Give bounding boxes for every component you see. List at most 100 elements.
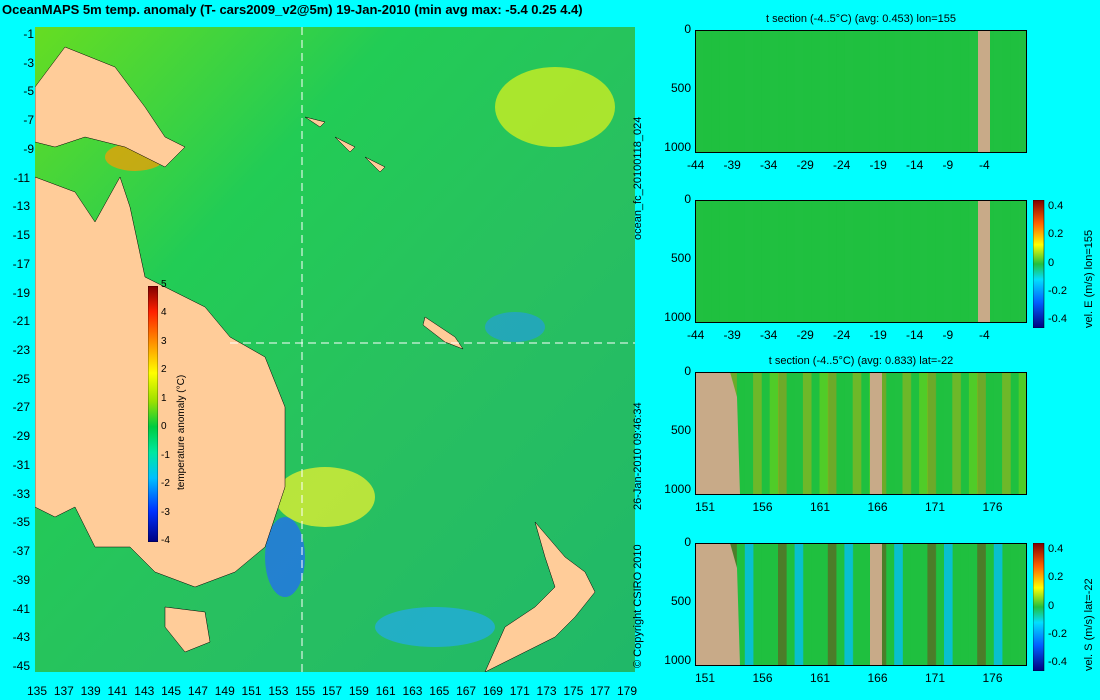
section-stripe: [993, 200, 1003, 323]
section-panel-plot[interactable]: [695, 30, 1027, 153]
land-mask-coast: [695, 543, 740, 666]
panel-x-tick: -14: [906, 328, 924, 342]
section-stripe: [1018, 200, 1027, 323]
land-mask-coast: [695, 372, 740, 495]
panel-border: [695, 200, 1027, 323]
section-stripe: [794, 543, 804, 666]
section-stripe: [728, 200, 737, 323]
velocity-colorbar: [1033, 543, 1045, 671]
section-stripe: [819, 30, 829, 153]
section-stripe: [852, 200, 862, 323]
section-stripe: [985, 372, 995, 495]
panel-x-tick: 151: [695, 671, 716, 685]
section-stripe: [1002, 543, 1011, 666]
section-stripe: [836, 30, 845, 153]
map-colorbar-tick: 2: [161, 364, 167, 376]
section-stripe: [753, 200, 762, 323]
section-stripe: [968, 372, 978, 495]
temperature-map[interactable]: [35, 27, 635, 672]
section-stripe: [952, 543, 962, 666]
panel-x-tick: 166: [867, 671, 888, 685]
section-stripe: [827, 543, 837, 666]
page-title: OceanMAPS 5m temp. anomaly (T- cars2009_…: [2, 2, 583, 17]
panel-x-tick: 161: [810, 671, 831, 685]
section-stripe: [861, 30, 870, 153]
section-stripe: [952, 30, 962, 153]
panel-x-tick: -29: [796, 158, 814, 172]
section-stripe: [802, 200, 812, 323]
section-stripe: [993, 30, 1003, 153]
section-stripe: [919, 372, 928, 495]
section-stripe: [753, 372, 762, 495]
section-stripe: [711, 200, 721, 323]
map-lon-tick: 161: [375, 684, 396, 698]
velocity-colorbar-tick: 0: [1048, 256, 1055, 269]
map-lat-tick: -15: [12, 228, 30, 243]
panel-title: t section (-4..5°C) (avg: 0.833) lat=-22: [768, 355, 954, 367]
map-colorbar: [148, 286, 158, 542]
map-lat-tick: -7: [23, 113, 34, 128]
section-panel-plot[interactable]: [695, 543, 1027, 666]
section-stripe: [1002, 372, 1011, 495]
map-lat-tick: -31: [12, 457, 30, 472]
section-stripe: [993, 372, 1003, 495]
map-lat-tick: -11: [13, 170, 30, 185]
map-lat-tick: -9: [23, 141, 34, 156]
panel-x-tick: -39: [723, 328, 741, 342]
map-colorbar-label: temperature anomaly (°C): [176, 374, 187, 490]
land-mask-bar: [978, 30, 990, 153]
section-stripe: [736, 200, 746, 323]
map-lat-tick: -43: [12, 630, 30, 645]
map-colorbar-tick: 4: [161, 307, 167, 319]
map-lon-tick: 155: [295, 684, 316, 698]
section-stripe: [1018, 372, 1027, 495]
section-stripe: [885, 30, 895, 153]
section-stripe: [952, 372, 962, 495]
section-stripe: [944, 372, 953, 495]
section-stripe: [902, 30, 912, 153]
map-lon-tick: 163: [402, 684, 423, 698]
map-lon-tick: 157: [322, 684, 343, 698]
panel-y-tick: 500: [670, 81, 691, 95]
section-stripe: [786, 372, 796, 495]
section-stripe: [902, 543, 912, 666]
panel-x-tick: 176: [982, 671, 1003, 685]
section-panel-plot[interactable]: [695, 200, 1027, 323]
section-stripe: [744, 543, 754, 666]
section-stripe: [1010, 30, 1020, 153]
panel-y-tick: 1000: [664, 310, 691, 324]
panel-x-tick: -4: [979, 158, 990, 172]
section-stripe: [695, 30, 704, 153]
velocity-colorbar-tick: -0.2: [1048, 627, 1067, 640]
section-stripe: [919, 200, 928, 323]
section-stripe: [944, 30, 953, 153]
section-stripe: [753, 30, 762, 153]
section-stripe: [960, 200, 970, 323]
section-stripe: [960, 543, 970, 666]
section-stripe: [819, 200, 829, 323]
section-stripe: [786, 200, 796, 323]
panel-y-tick: 1000: [664, 140, 691, 154]
section-stripe: [1002, 200, 1011, 323]
map-lat-tick: -19: [12, 285, 30, 300]
section-stripe: [968, 543, 978, 666]
section-stripe: [1010, 543, 1020, 666]
panel-y-tick: 500: [670, 251, 691, 265]
section-stripe: [819, 372, 829, 495]
section-stripe: [794, 200, 804, 323]
section-stripe: [744, 200, 754, 323]
velocity-colorbar-label: vel. S (m/s) lat=-22: [1083, 578, 1095, 671]
section-stripe: [861, 372, 870, 495]
map-colorbar-tick: -4: [161, 535, 170, 546]
section-panel-plot[interactable]: [695, 372, 1027, 495]
section-stripe: [769, 200, 779, 323]
section-stripe: [1010, 200, 1020, 323]
section-stripe: [719, 30, 729, 153]
australia-land: [35, 176, 286, 588]
panel-x-tick: -29: [796, 328, 814, 342]
section-stripe: [827, 30, 837, 153]
panel-border: [695, 543, 1027, 666]
section-stripe: [836, 372, 845, 495]
section-stripe: [844, 30, 854, 153]
map-lon-tick: 145: [161, 684, 182, 698]
